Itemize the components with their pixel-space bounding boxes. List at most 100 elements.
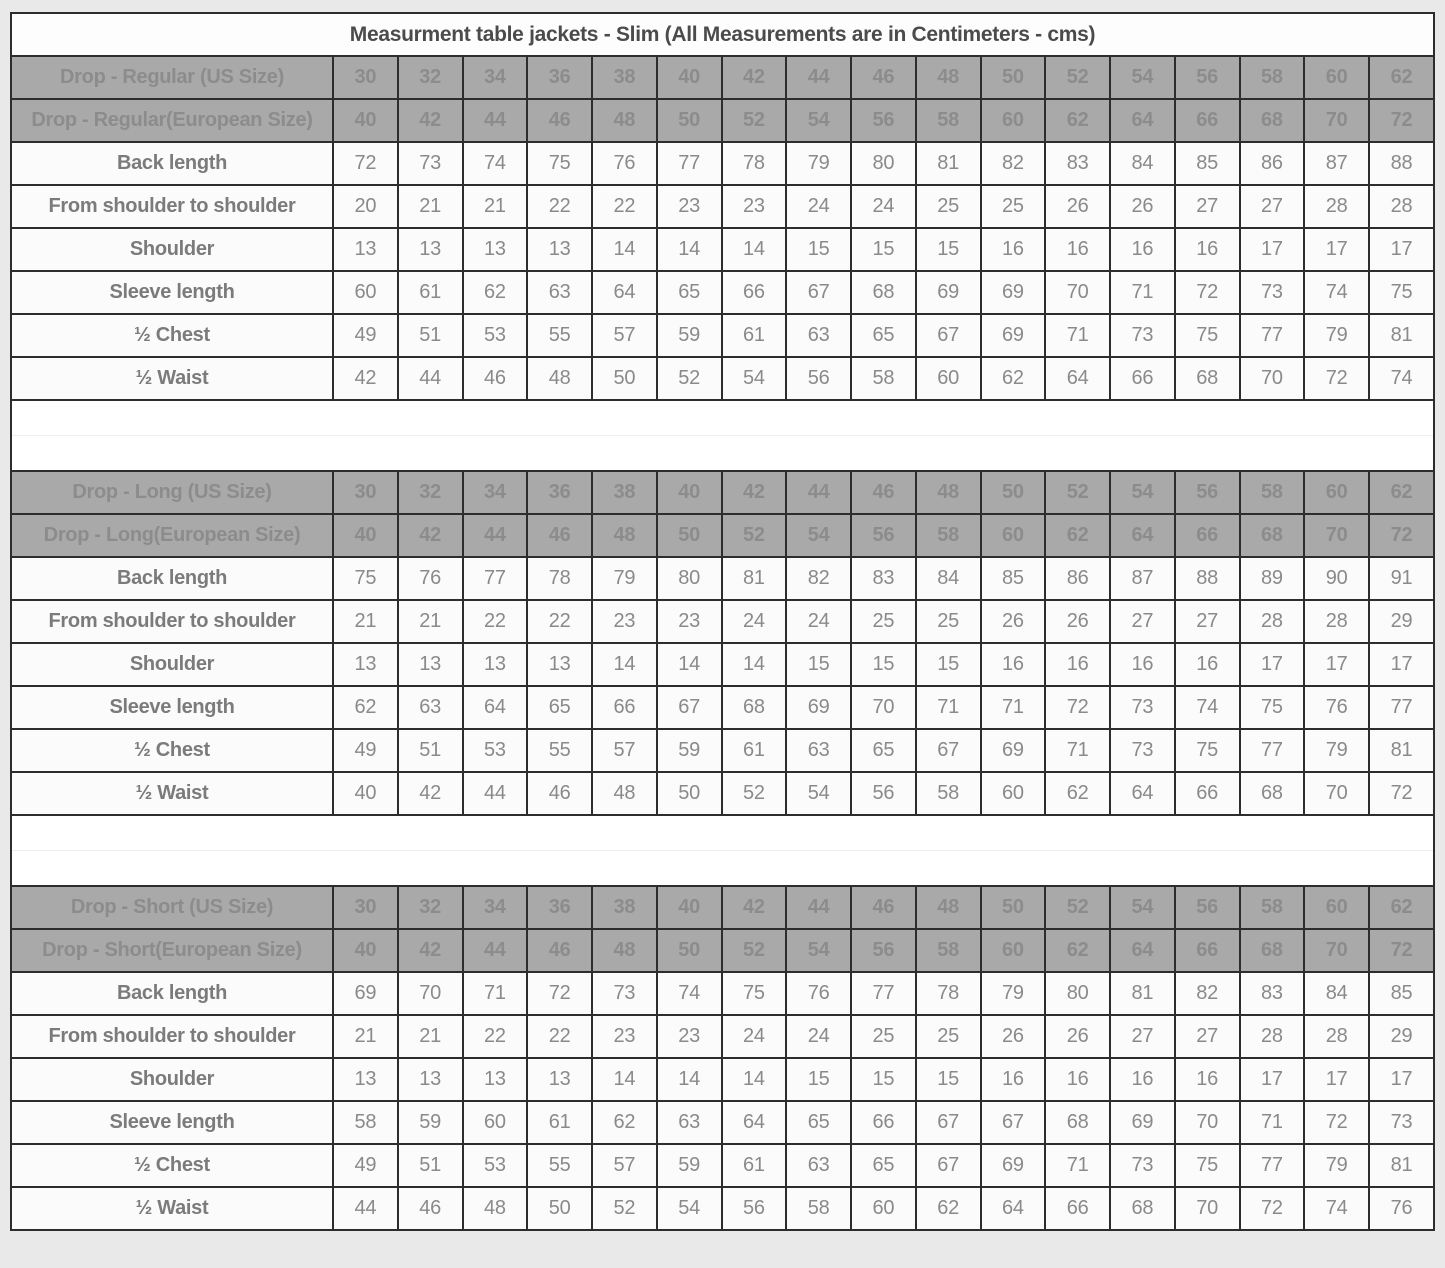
- value-cell: 13: [332, 1057, 399, 1102]
- value-cell: 62: [1044, 98, 1111, 143]
- value-cell: 67: [655, 685, 723, 730]
- value-cell: 54: [720, 356, 788, 401]
- value-cell: 77: [850, 971, 917, 1016]
- row-label: From shoulder to shoulder: [10, 599, 334, 644]
- value-cell: 60: [979, 771, 1047, 816]
- value-cell: 67: [914, 1143, 982, 1188]
- value-cell: 60: [1303, 55, 1370, 100]
- value-cell: 44: [785, 470, 852, 515]
- value-cell: 48: [461, 1186, 529, 1231]
- value-cell: 21: [396, 184, 464, 229]
- value-cell: 38: [591, 55, 658, 100]
- value-cell: 32: [396, 885, 464, 930]
- value-cell: 62: [1368, 470, 1435, 515]
- value-cell: 69: [979, 313, 1047, 358]
- value-cell: 40: [332, 98, 399, 143]
- value-cell: 66: [720, 270, 788, 315]
- value-cell: 82: [1173, 971, 1241, 1016]
- value-cell: 54: [785, 513, 852, 558]
- value-cell: 48: [591, 513, 658, 558]
- value-cell: 27: [1238, 184, 1306, 229]
- value-cell: 56: [785, 356, 852, 401]
- value-cell: 54: [785, 928, 852, 973]
- value-cell: 58: [1238, 885, 1306, 930]
- value-cell: 52: [591, 1186, 658, 1231]
- value-cell: 27: [1173, 1014, 1241, 1059]
- value-cell: 13: [332, 642, 399, 687]
- value-cell: 63: [785, 313, 852, 358]
- value-cell: 56: [1173, 55, 1241, 100]
- value-cell: 60: [979, 928, 1047, 973]
- row-label: Shoulder: [10, 1057, 334, 1102]
- value-cell: 69: [914, 270, 982, 315]
- value-cell: 56: [850, 513, 917, 558]
- row-label: Drop - Short(European Size): [10, 928, 334, 973]
- value-cell: 13: [461, 642, 529, 687]
- value-cell: 38: [591, 470, 658, 515]
- value-cell: 44: [461, 98, 529, 143]
- value-cell: 62: [1044, 771, 1111, 816]
- value-cell: 62: [332, 685, 399, 730]
- value-cell: 44: [785, 55, 852, 100]
- value-cell: 73: [1109, 313, 1176, 358]
- value-cell: 55: [526, 1143, 593, 1188]
- value-cell: 70: [1173, 1186, 1241, 1231]
- table-row: ½ Chest 49 51 53 55 57 59 61 63 65 67 69 71 73 75 77 79 8…: [10, 313, 1435, 358]
- value-cell: 55: [526, 728, 593, 773]
- value-cell: 13: [461, 227, 529, 272]
- value-cell: 21: [461, 184, 529, 229]
- value-cell: 67: [914, 313, 982, 358]
- value-cell: 52: [1044, 885, 1111, 930]
- value-cell: 49: [332, 313, 399, 358]
- row-label: Sleeve length: [10, 685, 334, 730]
- value-cell: 50: [655, 771, 723, 816]
- row-label: Back length: [10, 556, 334, 601]
- row-label: ½ Chest: [10, 728, 334, 773]
- value-cell: 16: [1109, 227, 1176, 272]
- value-cell: 13: [526, 642, 593, 687]
- value-cell: 67: [914, 728, 982, 773]
- value-cell: 89: [1238, 556, 1306, 601]
- value-cell: 80: [850, 141, 917, 186]
- value-cell: 48: [591, 928, 658, 973]
- value-cell: 29: [1368, 1014, 1435, 1059]
- value-cell: 68: [1109, 1186, 1176, 1231]
- value-cell: 23: [655, 1014, 723, 1059]
- value-cell: 65: [785, 1100, 852, 1145]
- value-cell: 16: [1044, 227, 1111, 272]
- value-cell: 16: [1044, 642, 1111, 687]
- value-cell: 61: [720, 728, 788, 773]
- value-cell: 44: [785, 885, 852, 930]
- value-cell: 66: [591, 685, 658, 730]
- value-cell: 62: [591, 1100, 658, 1145]
- value-cell: 54: [785, 771, 852, 816]
- value-cell: 60: [979, 98, 1047, 143]
- value-cell: 74: [1368, 356, 1435, 401]
- value-cell: 63: [785, 1143, 852, 1188]
- value-cell: 67: [914, 1100, 982, 1145]
- value-cell: 50: [979, 885, 1047, 930]
- value-cell: 77: [655, 141, 723, 186]
- value-cell: 16: [1109, 1057, 1176, 1102]
- value-cell: 16: [1173, 227, 1241, 272]
- value-cell: 58: [914, 98, 982, 143]
- value-cell: 73: [1109, 728, 1176, 773]
- value-cell: 66: [1044, 1186, 1111, 1231]
- value-cell: 76: [785, 971, 852, 1016]
- value-cell: 69: [332, 971, 399, 1016]
- value-cell: 42: [396, 513, 464, 558]
- value-cell: 26: [979, 599, 1047, 644]
- table-row: ½ Waist 40 42 44 46 48 50 52 54 56 58 60 62 64 66 68 70 7…: [10, 771, 1435, 816]
- value-cell: 64: [1109, 98, 1176, 143]
- value-cell: 25: [850, 599, 917, 644]
- value-cell: 87: [1303, 141, 1370, 186]
- value-cell: 15: [785, 1057, 852, 1102]
- value-cell: 72: [526, 971, 593, 1016]
- value-cell: 44: [461, 771, 529, 816]
- value-cell: 88: [1368, 141, 1435, 186]
- measurement-table: Measurment table jackets - Slim (All Mea…: [10, 12, 1435, 1231]
- value-cell: 70: [1044, 270, 1111, 315]
- value-cell: 64: [979, 1186, 1047, 1231]
- value-cell: 23: [655, 599, 723, 644]
- value-cell: 68: [1238, 98, 1306, 143]
